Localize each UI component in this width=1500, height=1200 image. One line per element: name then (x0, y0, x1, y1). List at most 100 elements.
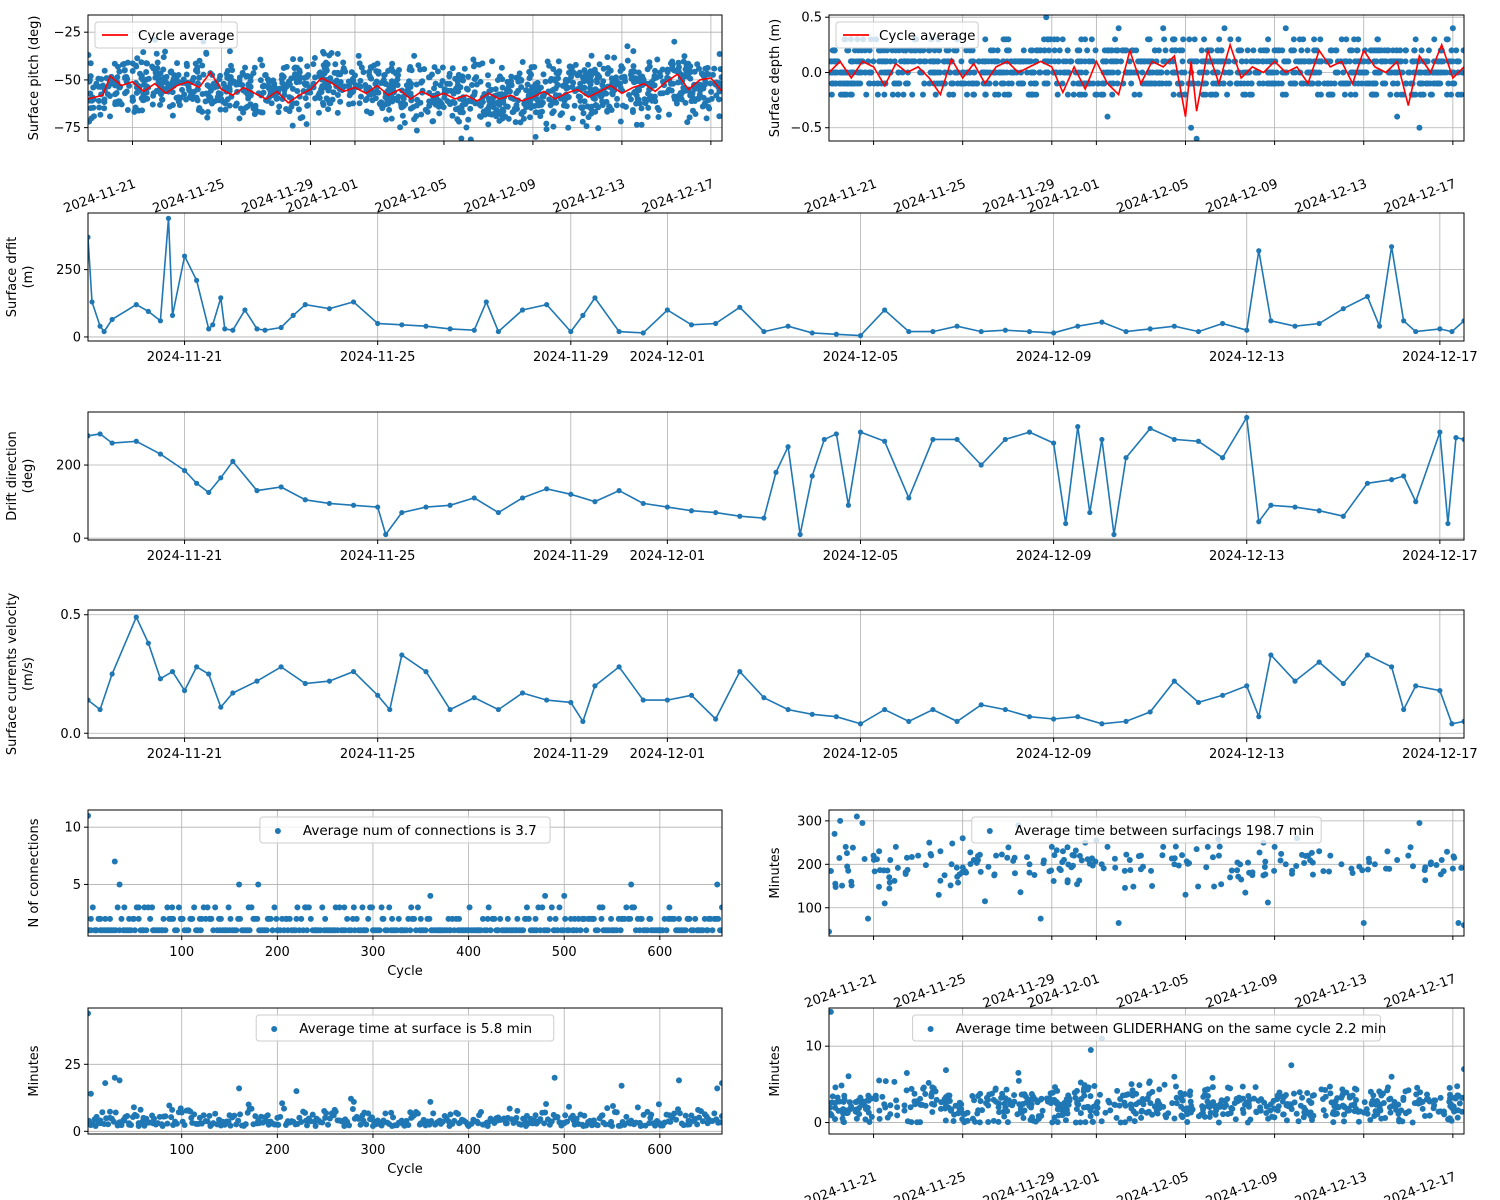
data-point (592, 295, 598, 301)
data-point (874, 91, 881, 98)
data-point (218, 295, 224, 301)
data-point (164, 1120, 171, 1127)
data-point (1028, 91, 1035, 98)
data-point (1252, 1084, 1259, 1091)
data-point (1228, 1105, 1235, 1112)
data-point (1201, 1113, 1208, 1120)
data-point (708, 88, 715, 95)
data-point (1215, 852, 1222, 859)
data-point (498, 64, 505, 71)
data-point (1394, 113, 1401, 120)
data-point (177, 1105, 184, 1112)
data-point (1268, 652, 1274, 658)
data-point (484, 915, 491, 922)
data-point (245, 1101, 252, 1108)
data-point (958, 58, 965, 65)
legend: Average num of connections is 3.7 (259, 816, 551, 844)
data-point (381, 71, 388, 78)
data-point (1104, 113, 1111, 120)
data-point (1136, 91, 1143, 98)
data-point (1420, 91, 1427, 98)
data-point (1262, 858, 1269, 865)
data-point (1123, 328, 1129, 335)
data-point (1200, 91, 1207, 98)
data-point (655, 113, 662, 120)
data-point (407, 105, 414, 112)
data-point (1424, 80, 1431, 87)
data-point (414, 1110, 421, 1117)
data-point (1363, 1106, 1370, 1113)
data-point (245, 82, 252, 89)
data-point (224, 67, 231, 74)
data-point (375, 320, 381, 327)
data-point (493, 113, 500, 120)
data-point (1387, 91, 1394, 98)
data-point (901, 58, 908, 65)
data-point (1113, 1114, 1120, 1121)
data-point (181, 687, 188, 694)
data-point (887, 1111, 894, 1118)
data-point (1026, 861, 1033, 868)
data-point (393, 70, 400, 77)
data-point (1291, 1099, 1298, 1106)
data-point (419, 89, 426, 96)
y-tick-label: 200 (56, 459, 81, 474)
data-point (1261, 864, 1268, 871)
data-point (1456, 1100, 1463, 1107)
data-point (1304, 47, 1311, 54)
data-point (269, 85, 276, 92)
data-point (217, 95, 224, 102)
data-point (516, 75, 523, 82)
data-point (635, 77, 642, 84)
data-point (948, 861, 955, 868)
data-point (1076, 91, 1083, 98)
data-point (947, 882, 954, 889)
data-point (95, 915, 102, 922)
data-point (1049, 1119, 1056, 1126)
data-point (1076, 852, 1083, 859)
data-point (1154, 1100, 1161, 1107)
data-point (1070, 80, 1077, 87)
data-point (844, 47, 851, 54)
data-point (1455, 91, 1462, 98)
data-point (1171, 436, 1177, 443)
data-point (1263, 1103, 1270, 1110)
data-point (1107, 69, 1114, 76)
data-point (1173, 1100, 1180, 1107)
data-point (1147, 709, 1153, 715)
data-point (1347, 91, 1354, 98)
data-point (277, 1113, 284, 1120)
data-point (577, 97, 584, 104)
data-point (1295, 1118, 1302, 1125)
data-point (309, 1111, 316, 1118)
data-point (718, 74, 722, 81)
data-point (1367, 1116, 1374, 1123)
data-point (857, 721, 864, 727)
x-tick-label: 300 (361, 1143, 386, 1158)
data-point (1388, 477, 1395, 483)
data-point (1031, 871, 1038, 878)
axes-frame (87, 809, 723, 937)
data-point (388, 1109, 395, 1116)
data-point (627, 915, 634, 922)
data-point (1320, 1107, 1327, 1114)
data-point (1256, 714, 1262, 720)
data-point (616, 328, 622, 335)
data-point (1451, 1108, 1458, 1115)
data-point (474, 1118, 481, 1125)
data-point (175, 72, 182, 79)
data-point (614, 95, 621, 102)
data-point (88, 1090, 94, 1097)
data-point (169, 312, 176, 318)
data-point (623, 904, 630, 911)
data-point (900, 47, 907, 54)
data-point (246, 927, 253, 934)
data-point (1388, 664, 1395, 670)
data-point (932, 91, 939, 98)
data-point (1437, 1108, 1444, 1115)
data-point (587, 68, 594, 75)
data-point (1454, 1114, 1461, 1121)
data-point (565, 94, 572, 101)
data-point (1300, 1114, 1307, 1121)
data-point (362, 97, 369, 104)
